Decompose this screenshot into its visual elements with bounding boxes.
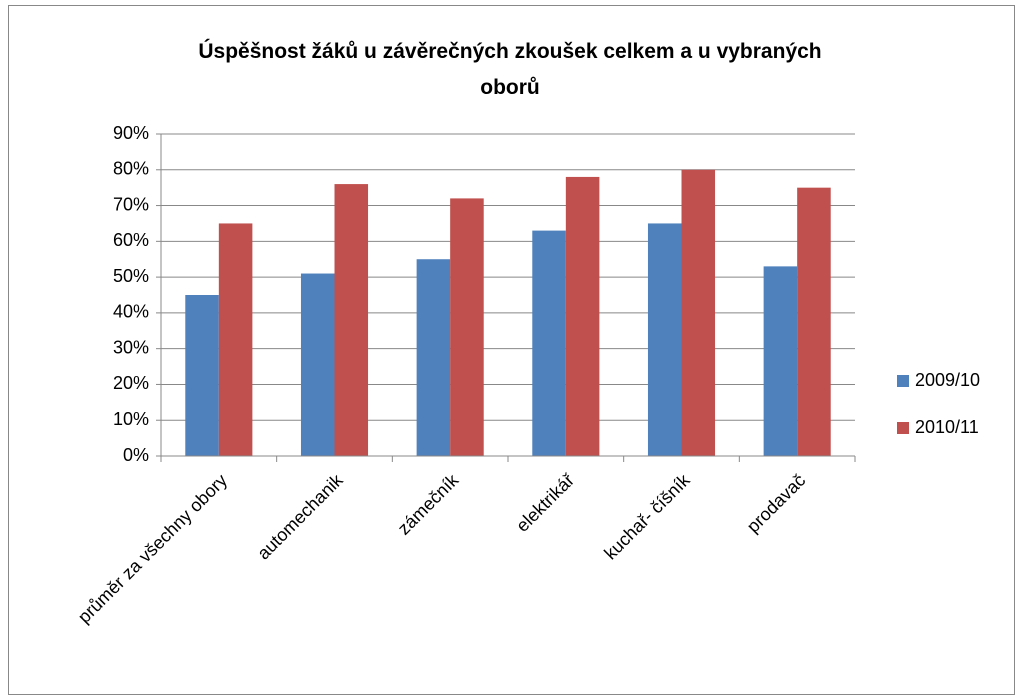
y-tick-label: 80% [113,159,149,179]
legend-label: 2010/11 [915,417,979,437]
bar [681,169,716,456]
bar [416,259,451,456]
chart-frame [8,5,1015,695]
y-tick-label: 0% [123,445,149,465]
y-tick-label: 40% [113,302,149,322]
legend-swatch [897,375,909,387]
bar [218,223,253,456]
legend-swatch [897,422,909,434]
bar [565,176,600,456]
bar [647,223,682,456]
y-tick-label: 50% [113,266,149,286]
y-tick-label: 60% [113,230,149,250]
legend-label: 2009/10 [915,370,980,390]
y-tick-label: 90% [113,123,149,143]
bar [334,184,369,457]
bar [300,273,335,456]
y-tick-label: 30% [113,337,149,357]
bar [450,198,484,456]
chart-title: Úspěšnost žáků u závěrečných zkoušek cel… [198,40,822,99]
bar [763,266,798,456]
y-tick-label: 70% [113,194,149,214]
bar [797,187,831,456]
y-tick-label: 20% [113,373,149,393]
bar [532,230,566,456]
y-tick-label: 10% [113,409,149,429]
bar [185,295,219,456]
